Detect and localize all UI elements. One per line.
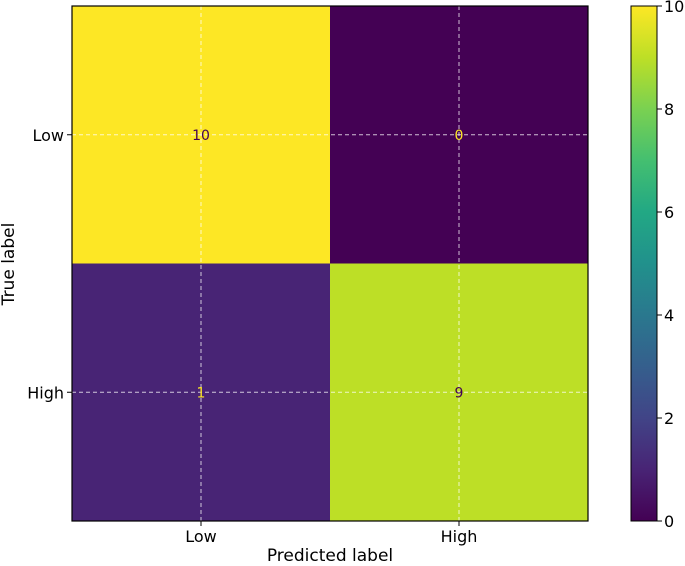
x-tick-label: High — [441, 527, 478, 546]
y-tick-label: High — [27, 383, 64, 402]
cell-value-label: 9 — [455, 385, 464, 401]
colorbar-tick-label: 0 — [664, 512, 674, 531]
x-axis-ticks: Low High — [185, 521, 477, 546]
cell-value-label: 10 — [192, 128, 210, 144]
colorbar — [630, 5, 658, 522]
colorbar-tick-label: 2 — [664, 409, 674, 428]
cell-value-labels: 10 0 1 9 — [192, 128, 463, 402]
cell-value-label: 1 — [197, 385, 206, 401]
plot-frame — [71, 5, 589, 522]
y-axis-ticks: Low High — [27, 126, 72, 402]
colorbar-tick-label: 6 — [664, 203, 674, 222]
y-tick-label: Low — [32, 126, 64, 145]
heatmap-cells — [72, 6, 589, 522]
colorbar-tick-label: 8 — [664, 100, 674, 119]
colorbar-tick-label: 4 — [664, 306, 674, 325]
x-tick-label: Low — [185, 527, 217, 546]
y-axis-label: True label — [0, 223, 19, 307]
colorbar-tick-label: 10 — [664, 0, 684, 16]
x-axis-label: Predicted label — [267, 546, 393, 566]
cell-value-label: 0 — [455, 128, 464, 144]
colorbar-ticks: 0 2 4 6 8 10 — [657, 0, 684, 531]
grid-lines — [72, 6, 588, 521]
